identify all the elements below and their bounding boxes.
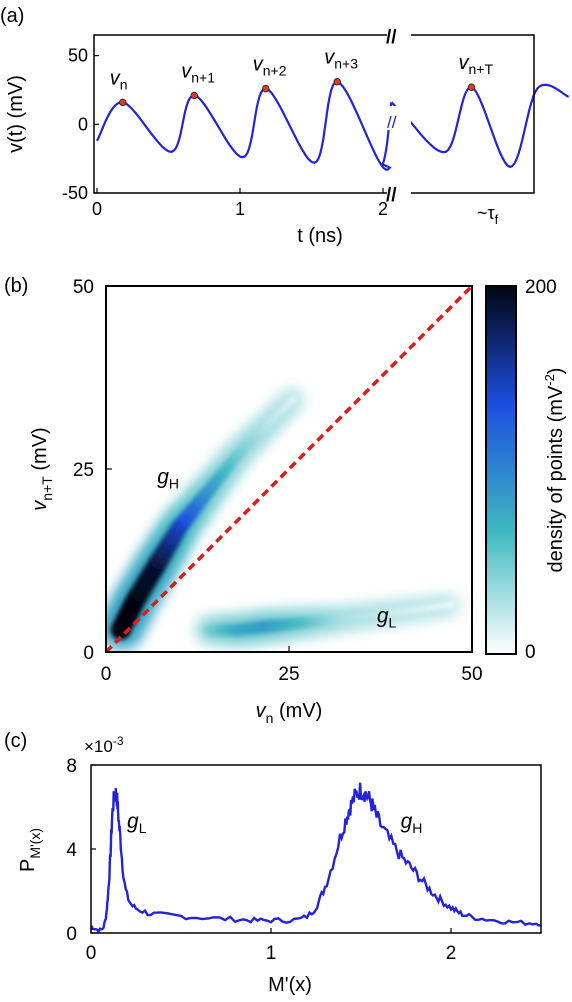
peak-label-3: vn+3	[324, 47, 358, 72]
density-core-1-5-6	[438, 602, 447, 611]
peak-marker-3	[333, 78, 341, 86]
panel-c: (c) ×10-3 8 4 0 0 1 2 gL gH M'(x) PM'(x)	[4, 730, 542, 996]
density-core-1-4-6	[379, 609, 389, 619]
c-annotation-0: gL	[127, 810, 147, 836]
cb-tick-label-0: 200	[525, 277, 557, 298]
peak-label-4: vn+T	[459, 52, 494, 77]
panel-c-annotations: gL gH	[127, 810, 422, 836]
density-core-1-5-2	[409, 605, 418, 615]
panel-b-ylabel: vn+T (mV)	[29, 427, 55, 510]
panel-b-label: (b)	[4, 275, 28, 297]
a-ytick-label-0: 50	[68, 46, 88, 66]
peak-label-0: vn	[110, 67, 128, 92]
c-ytick-label-0: 8	[66, 756, 77, 777]
panel-a-break-mask-trace	[385, 106, 411, 130]
peak-marker-2	[262, 84, 270, 93]
density-core-1-4-7	[386, 608, 396, 618]
panel-a-label: (a)	[0, 5, 24, 27]
a-xtick-label-2: 2	[378, 199, 388, 219]
peak-marker-4	[467, 83, 476, 91]
peak-label-1: vn+1	[181, 60, 215, 85]
c-xtick-label-2: 2	[446, 943, 457, 964]
panel-c-xlabel: M'(x)	[268, 974, 312, 996]
c-xtick-label-0: 0	[86, 943, 97, 964]
panel-a-x-ticks: 0 1 2	[92, 188, 388, 219]
panel-b-y-ticks: 0 25 50	[73, 277, 112, 664]
a-xtick-label-1: 1	[235, 199, 245, 219]
colorbar-label: density of points (mV-2)	[542, 368, 567, 573]
axis-break-top: //	[386, 27, 397, 48]
c-ytick-label-2: 0	[66, 924, 77, 945]
a-ytick-label-1: 0	[78, 114, 88, 134]
density-core-1-5-3	[416, 604, 426, 614]
panel-b-xlabel: vn (mV)	[256, 700, 323, 726]
diagonal-line	[104, 284, 474, 654]
trace-break: //	[387, 113, 397, 132]
density-core-0-6-7	[288, 395, 298, 404]
density-core-1-4-5	[372, 609, 382, 620]
density-core-1-5-4	[423, 603, 433, 613]
c-ytick-label-1: 4	[66, 840, 77, 861]
panel-a-trace-1	[96, 80, 393, 171]
panel-a-axes-frame	[93, 34, 535, 194]
panel-c-label: (c)	[4, 730, 27, 752]
panel-c-trace	[90, 782, 542, 934]
density-core-1-5-5	[431, 602, 440, 612]
axis-break-bottom: //	[386, 185, 397, 206]
density-core-1-4-2	[350, 612, 360, 623]
b-xtick-label-0: 0	[101, 664, 112, 685]
c-xtick-label-1: 1	[266, 943, 277, 964]
density-core-1-5-1	[401, 606, 411, 616]
peak-label-2: vn+2	[253, 54, 287, 79]
panel-b-annotations: gH gL	[157, 466, 396, 631]
panel-a-peak-markers: vn vn+1 vn+2 vn+3 vn+T	[110, 47, 494, 107]
density-core-1-4-3	[357, 611, 367, 622]
panel-a-xlabel: t (ns)	[297, 225, 343, 247]
panel-c-x-ticks: 0 1 2	[86, 928, 457, 964]
density-core-1-4-0	[335, 614, 346, 624]
density-core-1-5-7	[445, 601, 455, 610]
density-core-1-4-1	[342, 613, 353, 623]
heatmap-area	[106, 385, 464, 652]
density-core-1-4-4	[364, 610, 375, 621]
panel-a-break-mask-top	[387, 28, 411, 40]
b-ytick-label-2: 50	[73, 277, 94, 298]
c-annotation-1: gH	[401, 810, 423, 836]
peak-marker-1	[190, 91, 198, 100]
panel-a-trace-2	[390, 83, 570, 169]
b-annotation-0: gH	[157, 466, 179, 492]
b-xtick-label-2: 50	[461, 664, 482, 685]
cb-tick-label-1: 0	[525, 642, 536, 663]
panel-c-y-ticks: 8 4 0	[66, 756, 96, 945]
tau-f-tick: ~τf	[477, 203, 499, 227]
b-ytick-label-0: 0	[83, 643, 94, 664]
panel-b-x-ticks: 0 25 50	[101, 646, 483, 685]
b-xtick-label-1: 25	[278, 664, 299, 685]
panel-a-break-mask-bottom	[387, 188, 411, 200]
a-ytick-label-2: -50	[62, 183, 88, 203]
a-xtick-label-0: 0	[92, 199, 102, 219]
peak-marker-0	[119, 98, 127, 107]
panel-b: (b) 0 25 50 0 25 50 gH gL vn (mV) vn+T (mV) 2…	[4, 275, 567, 726]
panel-c-ylabel: PM'(x)	[17, 828, 43, 872]
colorbar	[485, 285, 517, 655]
panel-c-scale-label: ×10-3	[84, 734, 124, 756]
b-annotation-1: gL	[377, 605, 397, 631]
b-ytick-label-1: 25	[73, 460, 94, 481]
density-core-1-5-0	[394, 607, 404, 617]
panel-a-ylabel: v(t) (mV)	[5, 75, 27, 153]
